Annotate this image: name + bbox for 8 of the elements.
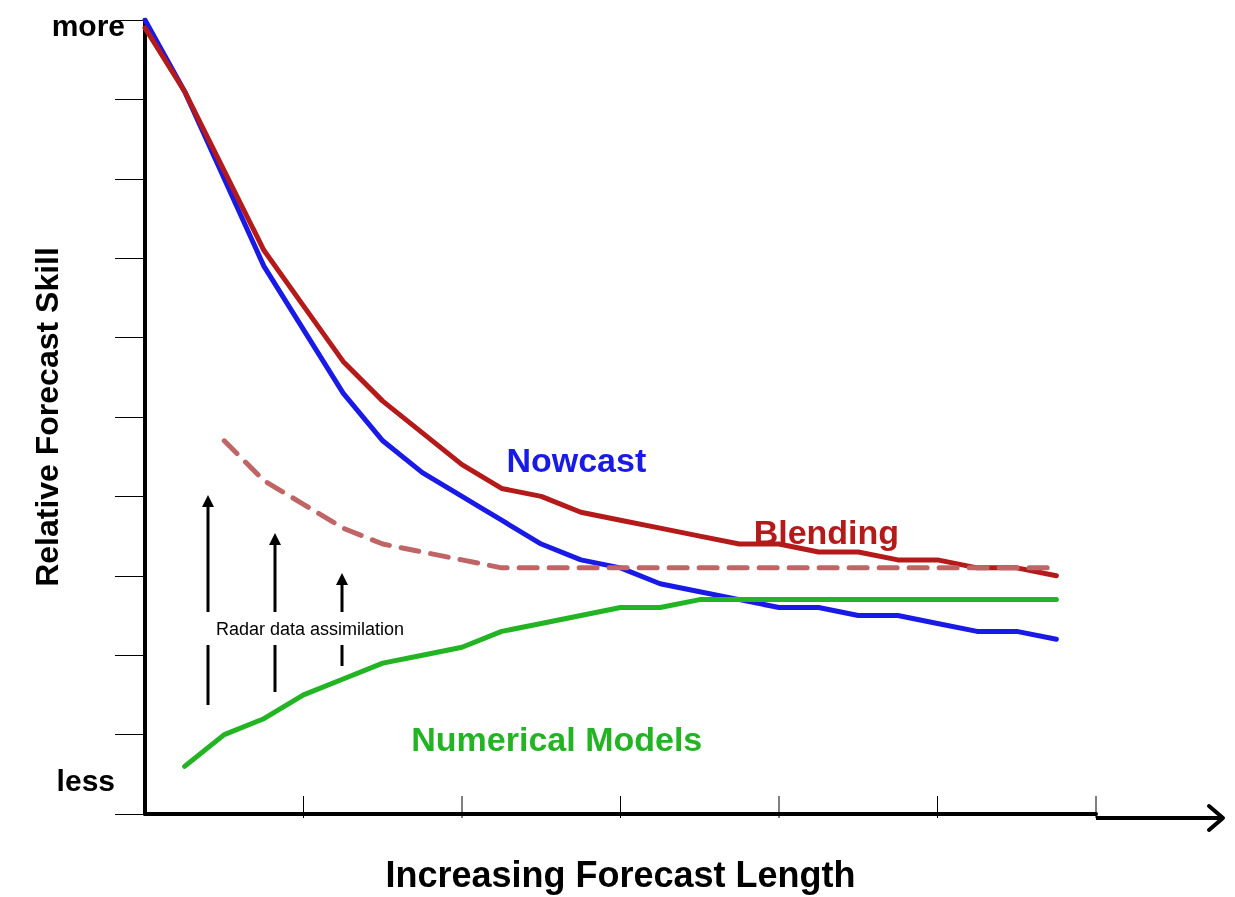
- annotation: Radar data assimilation: [215, 619, 405, 639]
- series-label: Blending: [753, 512, 900, 551]
- series-label: Nowcast: [506, 440, 647, 479]
- text: more: [51, 8, 125, 42]
- series-label: Numerical Models: [411, 720, 703, 759]
- text: less: [56, 763, 115, 797]
- y-axis-title: Relative Forecast Skill: [29, 247, 65, 587]
- x-axis-title: Increasing Forecast Length: [385, 853, 856, 895]
